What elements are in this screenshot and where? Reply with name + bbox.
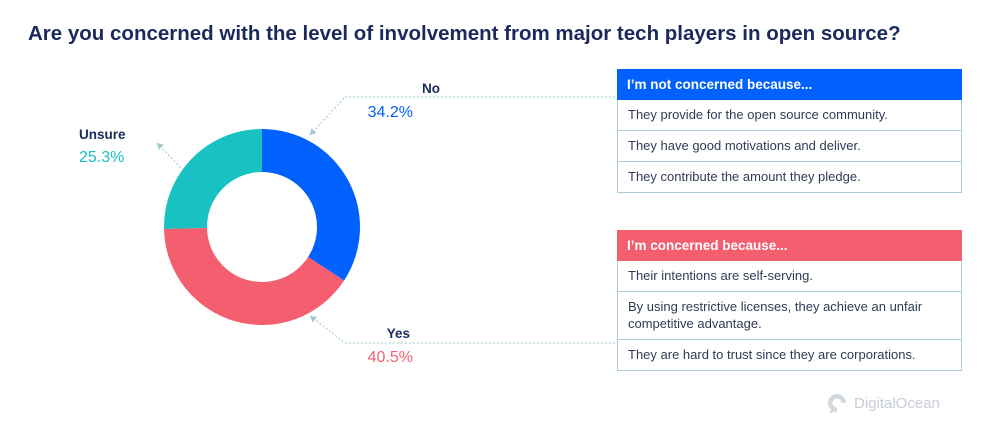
- concerned-reason-2: By using restrictive licenses, they achi…: [618, 291, 961, 339]
- slice-yes: [164, 228, 345, 325]
- concerned-reason-3: They are hard to trust since they are co…: [618, 339, 961, 370]
- label-yes: Yes: [387, 326, 410, 341]
- not-concerned-box: I’m not concerned because... They provid…: [617, 69, 962, 193]
- not-concerned-reason-2: They have good motivations and deliver.: [618, 130, 961, 161]
- leader-arrow-no: [310, 128, 317, 135]
- leader-yes: [309, 315, 617, 344]
- brand-logo: DigitalOcean: [826, 392, 940, 414]
- not-concerned-heading: I’m not concerned because...: [617, 69, 962, 100]
- not-concerned-reason-3: They contribute the amount they pledge.: [618, 161, 961, 192]
- concerned-reason-1: Their intentions are self-serving.: [628, 268, 813, 283]
- not-concerned-reason-1: They provide for the open source communi…: [628, 107, 888, 122]
- value-yes: 40.5%: [368, 349, 413, 366]
- brand-name: DigitalOcean: [854, 394, 940, 412]
- digitalocean-logo-icon: [828, 394, 846, 413]
- label-no: No: [422, 81, 440, 96]
- leader-no: [309, 96, 617, 136]
- value-unsure: 25.3%: [79, 149, 124, 166]
- chart-title: Are you concerned with the level of invo…: [28, 22, 901, 45]
- leader-arrow-unsure: [157, 143, 164, 150]
- slice-no: [262, 129, 360, 281]
- concerned-box: I’m concerned because... Their intention…: [617, 230, 962, 371]
- concerned-heading: I’m concerned because...: [617, 230, 962, 261]
- label-unsure: Unsure: [79, 127, 126, 142]
- value-no: 34.2%: [368, 104, 413, 121]
- slice-unsure: [164, 129, 262, 229]
- leader-arrow-yes: [310, 316, 317, 323]
